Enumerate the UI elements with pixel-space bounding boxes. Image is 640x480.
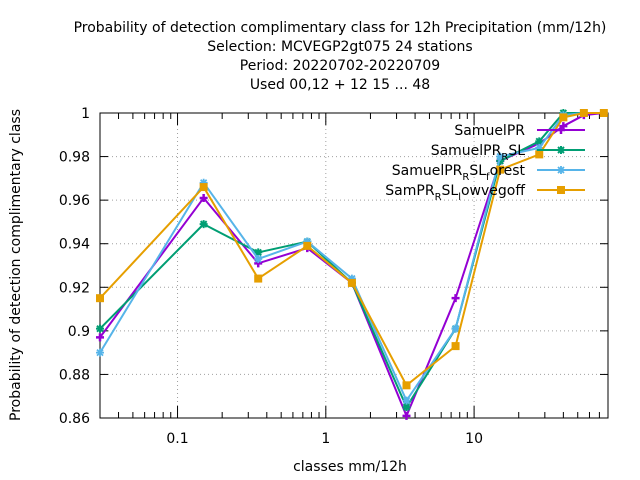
series-line [99, 112, 604, 409]
data-point [451, 324, 460, 333]
grid [100, 113, 608, 418]
title-line-1: Probability of detection complimentary c… [74, 20, 607, 36]
plot-frame [99, 112, 609, 419]
title-line-3: Period: 20220702-20220709 [240, 58, 440, 74]
data-point [579, 109, 588, 117]
x-tick-label: 10 [465, 431, 483, 447]
y-tick-label: 0.94 [59, 237, 90, 253]
data-point [199, 183, 208, 192]
data-point [96, 333, 104, 342]
title-line-2: Selection: MCVEGP2gt075 24 stations [207, 39, 472, 55]
legend-label: SamuelPR [454, 123, 525, 139]
x-tick-label: 0.1 [166, 431, 188, 447]
data-point [496, 156, 505, 165]
data-point [96, 294, 104, 303]
y-tick-label: 0.92 [59, 280, 90, 296]
data-point [559, 113, 568, 122]
data-point [96, 348, 104, 357]
legend-label: SamPRRSLlowvegoff [385, 183, 525, 203]
series-layer [96, 109, 608, 420]
data-point [347, 274, 356, 283]
chart-title: Probability of detection complimentary c… [74, 20, 607, 93]
legend-item: SamuelPRRSL [431, 143, 585, 163]
data-point [496, 152, 505, 161]
y-tick-label: 0.88 [59, 367, 90, 383]
data-point [402, 403, 411, 412]
data-point [535, 137, 544, 146]
data-point [254, 274, 263, 283]
data-point [303, 241, 312, 250]
title-line-4: Used 00,12 + 12 15 ... 48 [250, 77, 430, 93]
data-point [347, 278, 356, 287]
axes [99, 112, 609, 419]
data-point [496, 165, 505, 174]
data-point [254, 254, 263, 263]
data-point [402, 381, 411, 390]
y-tick-label: 0.9 [68, 324, 90, 340]
x-tick-label: 1 [321, 431, 330, 447]
legend: SamuelPR SamuelPRRSLSamuelPRRSLforestSamP… [385, 123, 585, 203]
data-point [557, 146, 565, 154]
legend-label: SamuelPRRSLforest [392, 163, 526, 183]
y-tick-label: 0.96 [59, 193, 90, 209]
data-point [557, 186, 565, 194]
data-point [199, 178, 208, 187]
y-axis-label: Probability of detection complimentary c… [8, 109, 24, 421]
series-SamuelPR [96, 109, 608, 420]
series-line [99, 112, 604, 387]
data-point [599, 109, 608, 117]
data-point [199, 220, 208, 229]
x-tick-labels: 0.1 1 10 [166, 431, 483, 447]
data-point [402, 396, 411, 405]
data-point [557, 126, 565, 134]
data-point [96, 324, 104, 333]
series-line [99, 112, 604, 417]
legend-item: SamuelPRRSLforest [392, 163, 585, 183]
data-point [535, 143, 544, 152]
series-SamuelPR_RSL [96, 109, 608, 412]
data-point [557, 166, 565, 174]
y-tick-label: 1 [81, 106, 90, 122]
series-SamPR_RSL_lowvegoff [96, 109, 608, 390]
x-axis-label: classes mm/12h [293, 459, 407, 475]
data-point [254, 248, 263, 257]
series-SamuelPR_RSL_forest [96, 109, 608, 405]
y-tick-label: 0.98 [59, 150, 90, 166]
data-point [303, 237, 312, 246]
data-point [535, 150, 544, 159]
y-tick-labels: 0.86 0.88 0.9 0.92 0.94 0.96 0.98 1 [59, 106, 90, 427]
y-tick-label: 0.86 [59, 411, 90, 427]
legend-item: SamuelPR [454, 123, 585, 139]
legend-label: SamuelPRRSL [431, 143, 525, 163]
data-point [402, 411, 411, 420]
data-point [199, 193, 208, 202]
data-point [451, 342, 460, 351]
data-point [451, 294, 460, 303]
legend-item: SamPRRSLlowvegoff [385, 183, 585, 203]
